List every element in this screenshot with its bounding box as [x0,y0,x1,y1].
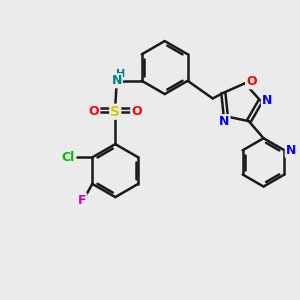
Text: O: O [246,75,256,88]
Text: N: N [219,115,230,128]
Text: S: S [110,105,120,119]
Text: F: F [78,194,86,207]
Text: H: H [116,69,125,79]
Text: N: N [112,74,122,87]
Text: O: O [89,105,99,118]
Text: N: N [262,94,272,107]
Text: Cl: Cl [61,151,75,164]
Text: O: O [131,105,142,118]
Text: N: N [286,144,296,157]
